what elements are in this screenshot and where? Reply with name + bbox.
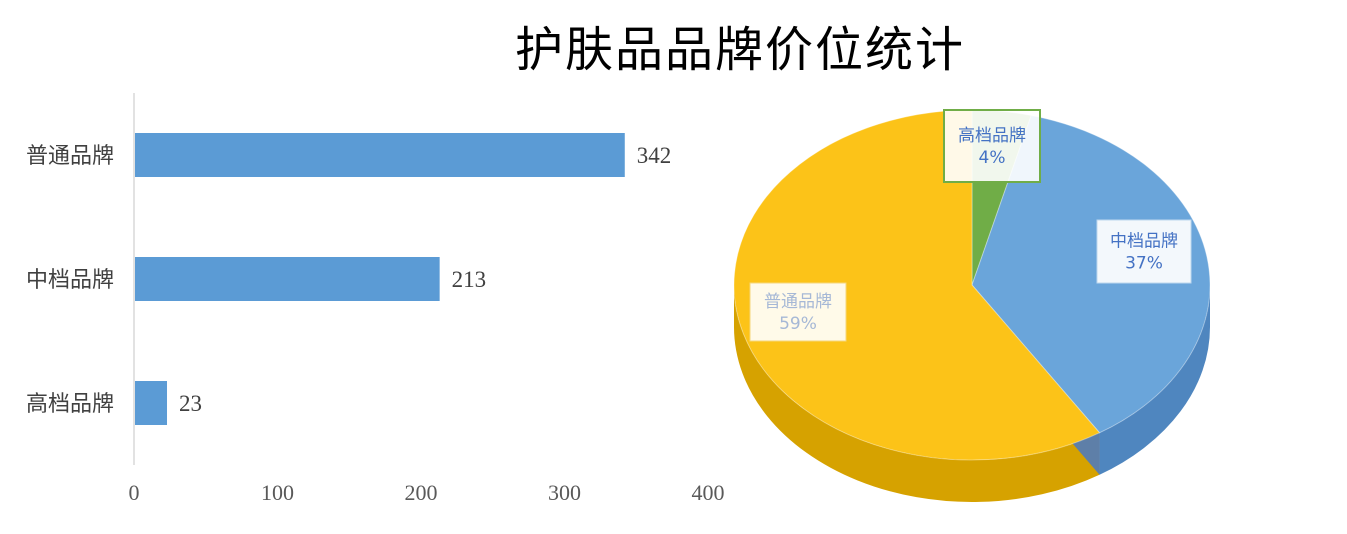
bar-3: [135, 381, 168, 425]
pie-chart-slices: [733, 109, 1211, 502]
pie-label-box: [943, 109, 1041, 183]
pie-label-percent: 59%: [779, 314, 817, 334]
pie-label-category: 中档品牌: [1110, 232, 1178, 252]
pie-label-category: 高档品牌: [958, 126, 1026, 146]
pie-slice-general: [733, 109, 1101, 461]
data-label: 213: [452, 267, 487, 292]
bar-chart-x-ticks: 0 100 200 300 400: [129, 480, 725, 505]
x-tick-label: 200: [405, 480, 438, 505]
pie-slice-general-side: [734, 285, 1100, 502]
pie-slice-mid-side: [1099, 285, 1210, 475]
x-tick-label: 0: [129, 480, 140, 505]
bar-1: [135, 133, 625, 177]
category-label: 中档品牌: [26, 268, 114, 293]
pie-label-percent: 37%: [1125, 254, 1163, 274]
x-tick-label: 400: [692, 480, 725, 505]
chart-title: 护肤品品牌价位统计: [514, 22, 965, 78]
pie-label-percent: 4%: [979, 148, 1006, 168]
x-tick-label: 100: [261, 480, 294, 505]
category-label: 普通品牌: [26, 144, 114, 169]
data-label: 342: [637, 143, 672, 168]
category-label: 高档品牌: [26, 392, 114, 417]
pie-label-box: [1096, 219, 1192, 284]
pie-slice-mid: [971, 114, 1211, 434]
pie-label-category: 普通品牌: [764, 292, 832, 312]
data-label: 23: [179, 391, 202, 416]
bar-chart-bars: 普通品牌 342 中档品牌 213 高档品牌 23: [26, 133, 671, 425]
bar-chart: 普通品牌 342 中档品牌 213 高档品牌 23 0 100 200 300 400: [26, 93, 725, 505]
bar-2: [135, 257, 440, 301]
pie-label-box: [749, 282, 847, 342]
x-tick-label: 300: [548, 480, 581, 505]
